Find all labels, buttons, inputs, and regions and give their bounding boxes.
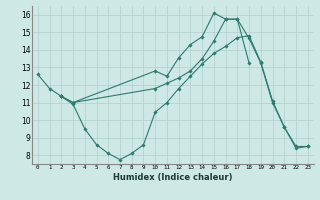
X-axis label: Humidex (Indice chaleur): Humidex (Indice chaleur) bbox=[113, 173, 233, 182]
